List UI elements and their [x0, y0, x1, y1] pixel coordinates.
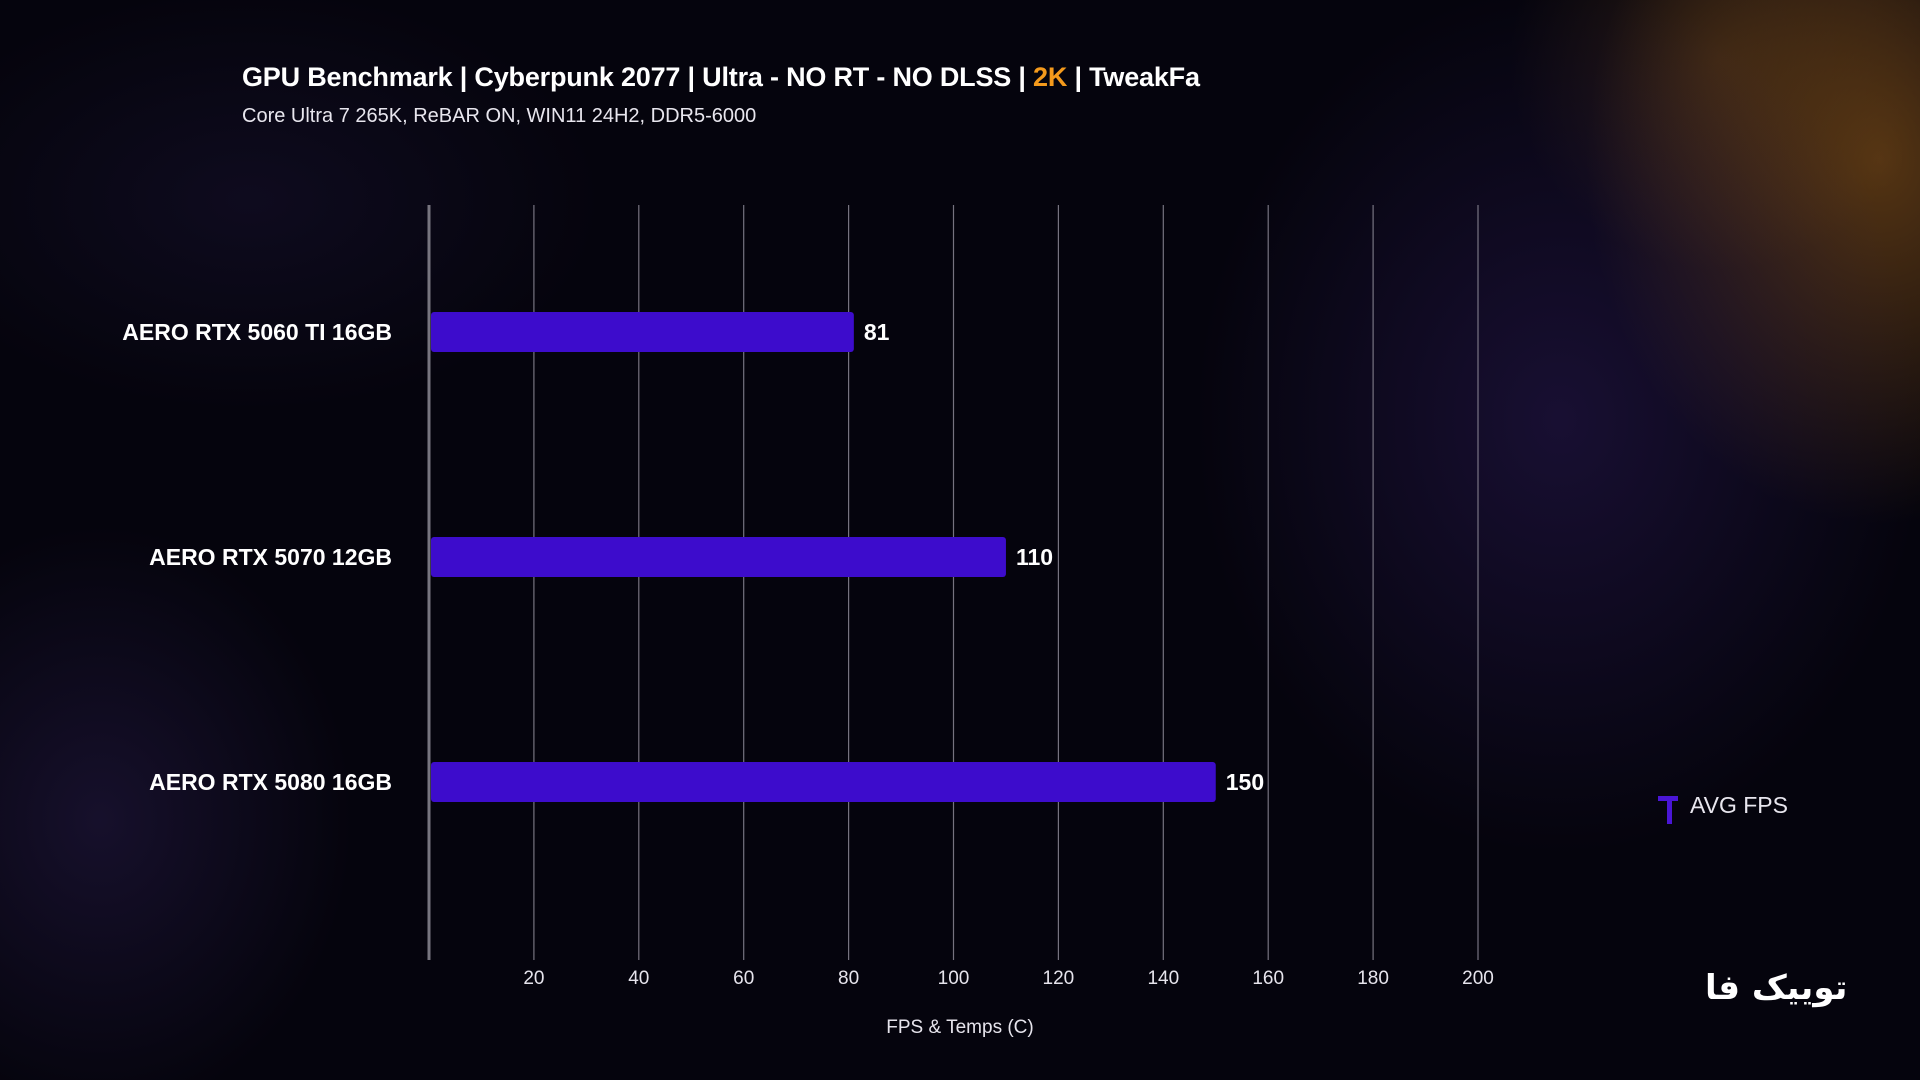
bar — [431, 762, 1216, 802]
x-axis-label: FPS & Temps (C) — [886, 1017, 1033, 1038]
chart-title: GPU Benchmark | Cyberpunk 2077 | Ultra -… — [242, 62, 1200, 93]
x-tick-label: 140 — [1147, 968, 1179, 989]
data-label: 110 — [1016, 544, 1053, 570]
x-tick-label: 100 — [938, 968, 970, 989]
x-tick-label: 80 — [838, 968, 859, 989]
x-tick-label: 40 — [628, 968, 649, 989]
category-label: AERO RTX 5070 12GB — [149, 544, 392, 570]
category-label: AERO RTX 5080 16GB — [149, 769, 392, 795]
x-tick-label: 60 — [733, 968, 754, 989]
chart-subtitle: Core Ultra 7 265K, ReBAR ON, WIN11 24H2,… — [242, 105, 757, 127]
bar — [431, 312, 854, 352]
data-label: 81 — [864, 319, 890, 345]
data-label: 150 — [1226, 769, 1264, 795]
title-main: GPU Benchmark | Cyberpunk 2077 | Ultra -… — [242, 62, 1034, 92]
x-tick-label: 180 — [1357, 968, 1389, 989]
x-tick-label: 20 — [523, 968, 544, 989]
title-resolution: 2K — [1033, 62, 1068, 92]
bar — [431, 537, 1006, 577]
title-tail: | TweakFa — [1067, 62, 1200, 92]
legend-swatch — [1658, 795, 1678, 824]
legend-label: AVG FPS — [1690, 792, 1788, 818]
chart-legend: AVG FPS — [1658, 792, 1788, 824]
category-label: AERO RTX 5060 TI 16GB — [122, 319, 392, 345]
x-tick-label: 160 — [1252, 968, 1284, 989]
x-tick-label: 200 — [1462, 968, 1494, 989]
chart-header: GPU Benchmark | Cyberpunk 2077 | Ultra -… — [242, 62, 1200, 128]
tweakfa-logo: توییک فا — [1705, 968, 1848, 1008]
x-tick-label: 120 — [1043, 968, 1075, 989]
